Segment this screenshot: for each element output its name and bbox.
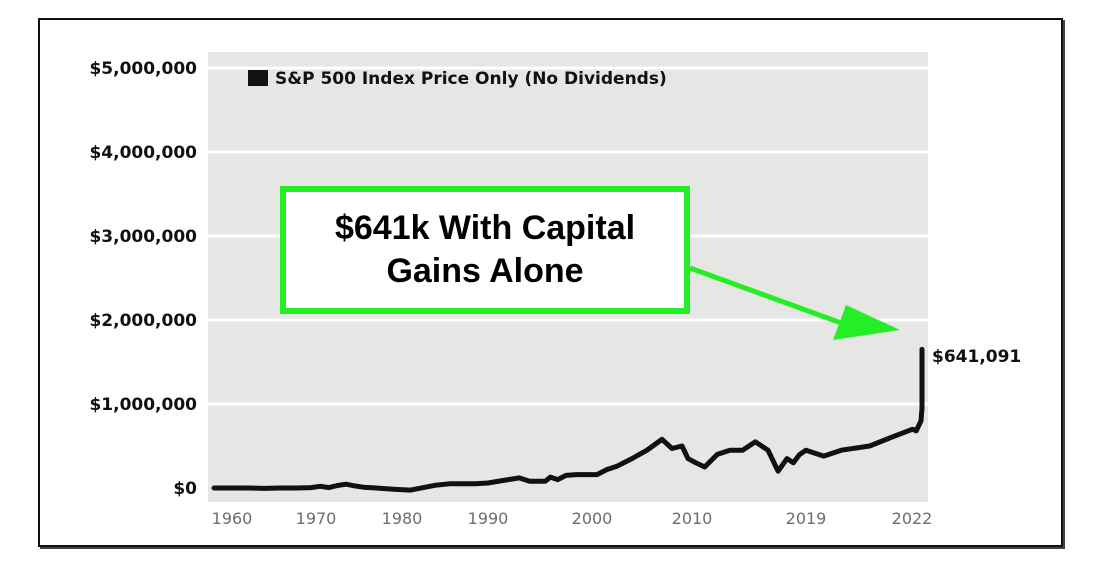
- x-axis-tick-labels: 1960 1970 1980 1990 2000 2010 2019 2022: [212, 509, 933, 528]
- callout-box: $641k With Capital Gains Alone: [280, 186, 690, 314]
- y-axis-tick-labels: $5,000,000 $4,000,000 $3,000,000 $2,000,000…: [89, 59, 197, 499]
- y-tick-label: $0: [173, 479, 197, 499]
- x-tick-label: 2022: [892, 509, 933, 528]
- end-value-label: $641,091: [932, 347, 1021, 367]
- arrow-shaft: [689, 265, 856, 331]
- y-tick-label: $3,000,000: [89, 227, 197, 247]
- x-tick-label: 1970: [296, 509, 337, 528]
- y-tick-label: $4,000,000: [89, 143, 197, 163]
- legend-swatch: [248, 70, 268, 86]
- y-tick-label: $5,000,000: [89, 59, 197, 79]
- x-tick-label: 2000: [572, 509, 613, 528]
- callout-text: $641k With Capital Gains Alone: [334, 209, 636, 290]
- x-tick-label: 1960: [212, 509, 253, 528]
- y-tick-label: $2,000,000: [89, 311, 197, 331]
- x-tick-label: 1990: [468, 509, 509, 528]
- y-tick-label: $1,000,000: [89, 395, 197, 415]
- callout-arrow: [689, 265, 900, 340]
- arrow-head: [833, 305, 900, 340]
- x-tick-label: 2010: [672, 509, 713, 528]
- x-tick-label: 1980: [382, 509, 423, 528]
- x-tick-label: 2019: [786, 509, 827, 528]
- legend-label: S&P 500 Index Price Only (No Dividends): [275, 69, 667, 89]
- series-line: [211, 346, 925, 493]
